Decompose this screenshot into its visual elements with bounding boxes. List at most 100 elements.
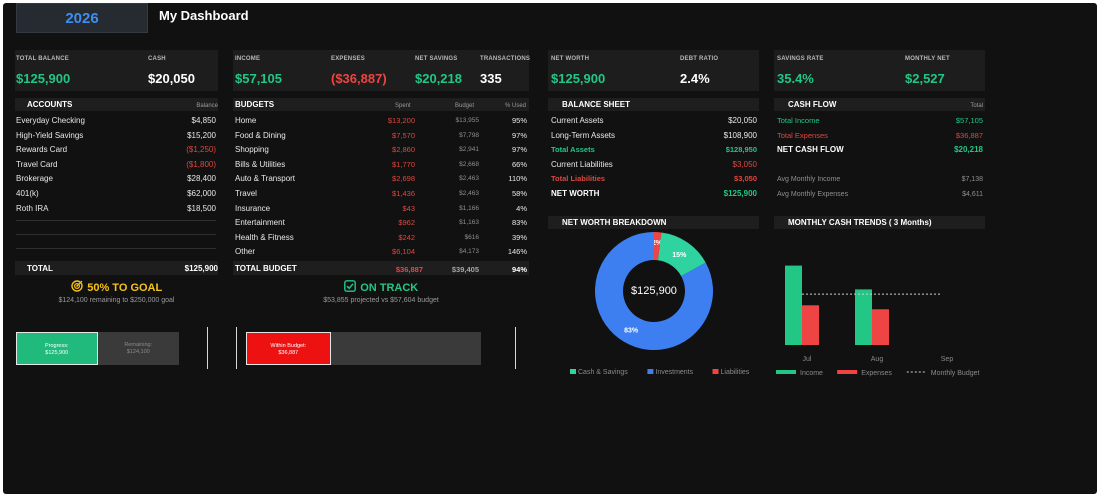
budget-total-label: TOTAL BUDGET [235,264,297,273]
budget-spent: $1,436 [392,188,415,198]
legend-swatch [647,369,654,374]
balance-sheet-item: Total Assets [551,145,595,155]
donut-data-label: 83% [624,328,639,335]
budget-row[interactable]: Shopping $2,860 $2,941 97% [235,143,527,158]
balance-sheet-item: Current Liabilities [551,159,613,169]
account-name: Brokerage [16,174,53,184]
year-selector[interactable]: 2026 [16,3,148,33]
budget-row[interactable]: Other $6,104 $4,173 146% [235,245,527,260]
transactions-label: TRANSACTIONS [480,56,531,62]
avg-expenses-label: Avg Monthly Expenses [777,191,849,198]
goal-heading: 50% TO GOAL [15,279,218,297]
donut-hole [623,260,685,322]
target-icon [71,279,83,297]
goal-title: 50% TO GOAL [87,282,163,294]
savings-rate-label: SAVINGS RATE [777,56,824,62]
balance-sheet-table: Current Assets $20,050 Long-Term Assets $10… [551,114,757,202]
monthly-net-label: MONTHLY NET [905,56,950,62]
accounts-col-balance: Balance [196,103,218,109]
budget-row[interactable]: Home $13,200 $13,955 95% [235,114,527,129]
net-worth-value: $125,900 [551,71,606,86]
track-progress-track: Within Budget: $36,887 [246,332,481,365]
budget-row[interactable]: Health & Fitness $242 $616 39% [235,231,527,246]
balance-sheet-row: Current Liabilities $3,050 [551,158,757,173]
legend-label: Income [800,370,823,377]
kpi-band-savings [774,50,985,91]
income-value: $57,105 [235,71,282,86]
legend-swatch [837,370,858,374]
accounts-total-label: TOTAL [27,264,53,273]
account-row[interactable]: Everyday Checking $4,850 [16,114,216,129]
account-row[interactable]: High-Yield Savings $15,200 [16,129,216,144]
budget-row[interactable]: Food & Dining $7,570 $7,798 97% [235,129,527,144]
balance-sheet-value: $125,900 [723,188,757,198]
transactions-value: 335 [480,71,502,86]
legend-swatch [776,370,796,374]
budget-row[interactable]: Auto & Transport $2,698 $2,463 110% [235,172,527,187]
balance-sheet-row: NET WORTH $125,900 [551,187,757,202]
budget-category: Home [235,116,257,125]
dashboard-frame: 2026 My Dashboard TOTAL BALANCE $125,900… [3,3,1097,494]
legend-label: Investments [655,369,693,376]
monthly-trends-header: MONTHLY CASH TRENDS ( 3 Months) [774,216,985,229]
budget-category: Shopping [235,145,269,155]
legend-label: Monthly Budget [931,370,980,377]
account-row[interactable]: Brokerage $28,400 [16,172,216,187]
account-balance: $15,200 [187,130,216,140]
budget-amount: $2,463 [459,189,479,197]
goal-progress-fill: Progress: $125,900 [16,332,98,365]
account-row[interactable]: Rewards Card ($1,250) [16,143,216,158]
account-balance: $18,500 [187,203,216,213]
budget-amount: $1,163 [459,219,479,227]
cash-flow-item: Total Expenses [777,130,828,140]
balance-sheet-value: $3,050 [732,159,757,169]
bar-income-jul [785,265,802,345]
debt-ratio-value: 2.4% [680,71,710,86]
kpi-band-income [233,50,529,91]
budget-row[interactable]: Bills & Utilities $1,770 $2,668 66% [235,158,527,173]
avg-income-label: Avg Monthly Income [777,176,841,183]
budget-row[interactable]: Entertainment $962 $1,163 83% [235,216,527,231]
budget-total-spent: $36,887 [395,265,423,274]
budget-spent: $1,770 [392,159,415,169]
budget-category: Auto & Transport [235,174,296,184]
account-name: Everyday Checking [16,116,85,125]
budget-amount: $2,668 [459,160,479,168]
budget-used: 110% [508,174,527,184]
cash-flow-item: Total Income [777,116,820,125]
track-heading: ON TRACK [233,279,529,297]
account-name: Travel Card [16,159,58,169]
account-name: Rewards Card [16,145,68,155]
donut-slice-cash-savings [657,232,706,277]
account-row[interactable]: 401(k) $62,000 [16,187,216,202]
budget-category: Health & Fitness [235,232,294,242]
cash-flow-row: Total Income $57,105 [777,114,983,129]
budget-used: 83% [511,218,527,228]
balance-sheet-value: $108,900 [723,130,757,140]
budget-spent: $43 [402,203,415,213]
net-worth-label: NET WORTH [551,56,590,62]
budget-row[interactable]: Travel $1,436 $2,463 58% [235,187,527,202]
goal-remaining-value: $124,100 [126,349,150,355]
x-tick-label: Aug [871,356,884,363]
budget-amount: $2,463 [459,175,479,183]
budget-used: 58% [511,188,527,198]
budget-used: 66% [511,159,527,169]
budget-category: Other [235,247,256,257]
budget-used: 146% [507,247,527,257]
account-row[interactable]: Roth IRA $18,500 [16,202,216,217]
track-within-label: Within Budget: [270,343,307,349]
donut-slice-liabilities [654,232,662,261]
page-title: My Dashboard [159,8,249,23]
account-row[interactable]: Travel Card ($1,800) [16,158,216,173]
budget-row[interactable]: Insurance $43 $1,166 4% [235,202,527,217]
track-title: ON TRACK [360,282,419,294]
monthly-net-value: $2,527 [905,71,945,86]
goal-divider [207,327,208,369]
budget-amount: $1,166 [459,204,479,212]
net-savings-value: $20,218 [415,71,462,86]
budget-category: Travel [235,188,257,198]
legend-swatch [570,369,576,374]
cash-value: $20,050 [148,71,195,86]
track-note: $53,855 projected vs $57,604 budget [323,297,439,304]
